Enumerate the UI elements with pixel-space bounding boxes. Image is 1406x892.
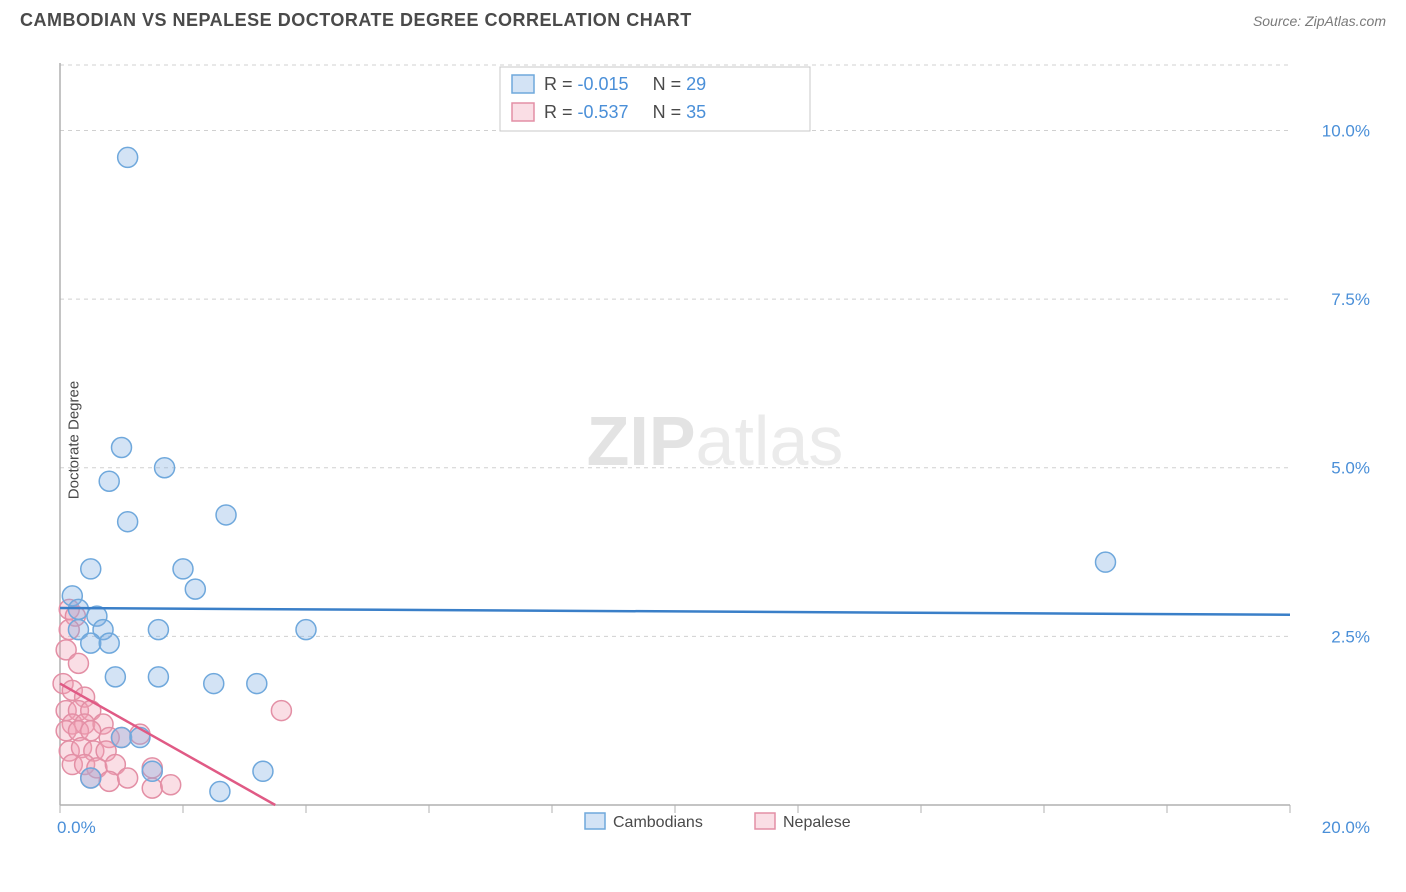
scatter-point (81, 559, 101, 579)
legend-swatch (512, 75, 534, 93)
scatter-point (204, 674, 224, 694)
trend-line-cambodians (60, 608, 1290, 615)
scatter-point (99, 633, 119, 653)
scatter-point (112, 437, 132, 457)
scatter-point (253, 761, 273, 781)
scatter-point (161, 775, 181, 795)
chart-plot-area: ZIPatlas R = -0.015N = 29 R = -0.537N = 3… (50, 55, 1380, 845)
watermark: ZIPatlas (587, 402, 844, 480)
scatter-point (118, 512, 138, 532)
scatter-point (148, 620, 168, 640)
scatter-point (1096, 552, 1116, 572)
scatter-point (173, 559, 193, 579)
scatter-point (296, 620, 316, 640)
x-tick-label-left: 0.0% (57, 818, 96, 837)
scatter-point (99, 771, 119, 791)
source-attribution: Source: ZipAtlas.com (1253, 13, 1386, 29)
y-tick-label: 5.0% (1331, 459, 1370, 478)
scatter-point (271, 701, 291, 721)
legend-swatch (512, 103, 534, 121)
source-label: Source: (1253, 13, 1301, 29)
scatter-point (81, 768, 101, 788)
scatter-point (118, 147, 138, 167)
scatter-point (105, 667, 125, 687)
legend-swatch-nepalese (755, 813, 775, 829)
scatter-plot-svg: ZIPatlas R = -0.015N = 29 R = -0.537N = 3… (50, 55, 1380, 845)
y-tick-label: 10.0% (1322, 121, 1370, 140)
legend-label-cambodians: Cambodians (613, 814, 703, 831)
legend-stats-row: R = -0.537N = 35 (544, 102, 706, 122)
scatter-point (99, 471, 119, 491)
x-tick-label-right: 20.0% (1322, 818, 1370, 837)
scatter-point (148, 667, 168, 687)
scatter-point (68, 653, 88, 673)
legend-stats-row: R = -0.015N = 29 (544, 74, 706, 94)
scatter-point (185, 579, 205, 599)
scatter-point (112, 728, 132, 748)
legend-label-nepalese: Nepalese (783, 814, 851, 831)
legend-swatch-cambodians (585, 813, 605, 829)
scatter-point (155, 458, 175, 478)
scatter-point (216, 505, 236, 525)
scatter-point (118, 768, 138, 788)
scatter-point (81, 633, 101, 653)
scatter-point (247, 674, 267, 694)
chart-title: CAMBODIAN VS NEPALESE DOCTORATE DEGREE C… (20, 10, 692, 31)
scatter-point (130, 728, 150, 748)
scatter-point (210, 782, 230, 802)
scatter-point (142, 761, 162, 781)
y-tick-label: 2.5% (1331, 627, 1370, 646)
source-value: ZipAtlas.com (1305, 13, 1386, 29)
y-tick-label: 7.5% (1331, 290, 1370, 309)
